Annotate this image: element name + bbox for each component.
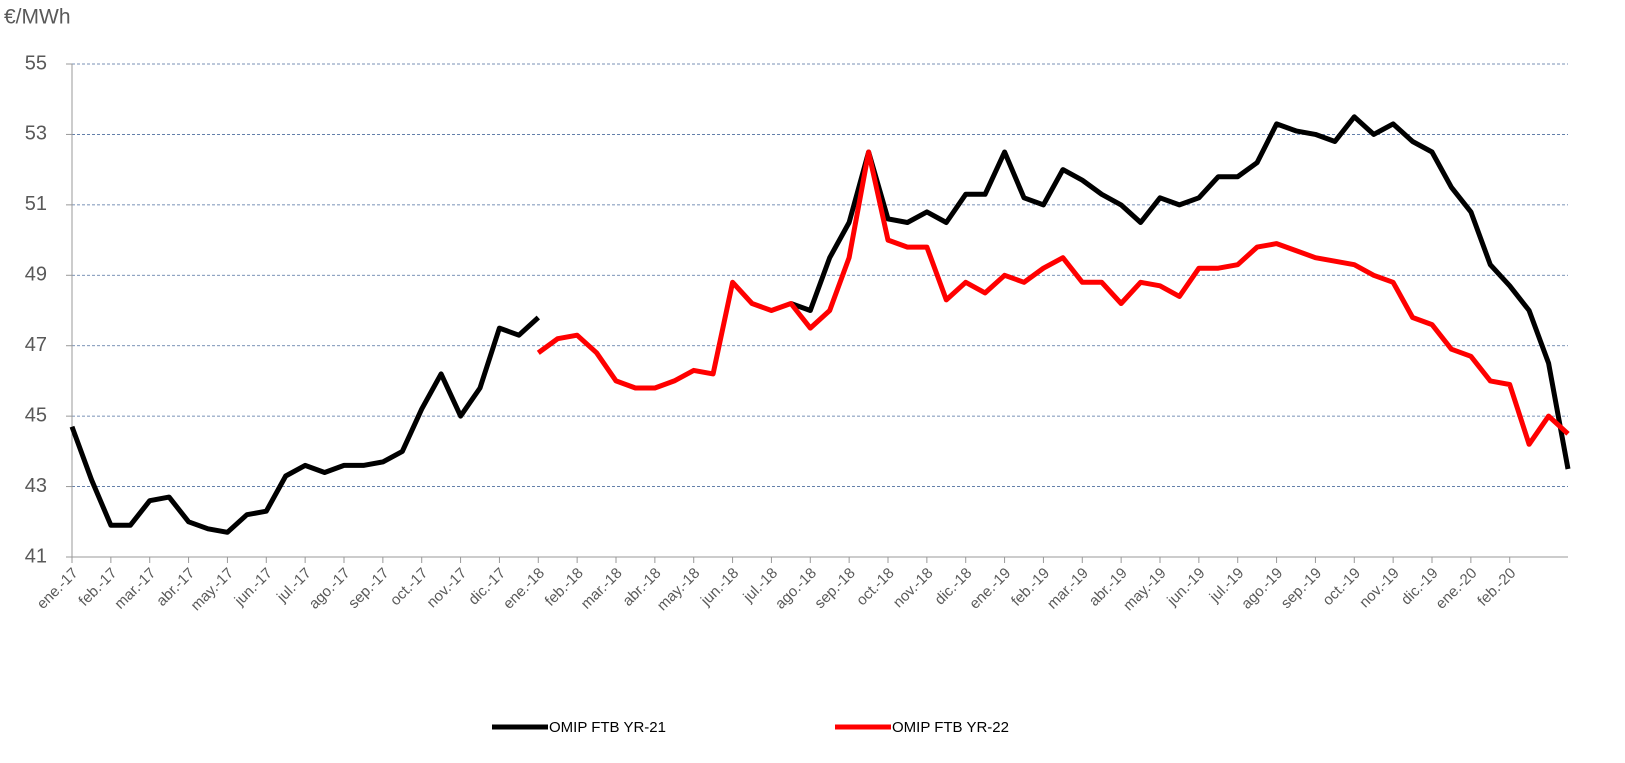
y-tick-label: 51 (25, 193, 47, 215)
x-tick-label: jun.-17 (231, 565, 276, 610)
x-tick-label: ene.-20 (1432, 565, 1480, 613)
series-line (536, 149, 1570, 447)
x-tick-label: sep.-18 (811, 565, 858, 612)
y-tick-label: 43 (25, 475, 47, 497)
y-tick-label: 45 (25, 404, 47, 426)
legend-label: OMIP FTB YR-22 (892, 719, 1009, 736)
x-tick-label: nov.-19 (1356, 565, 1403, 612)
x-tick-label: ago.-19 (1238, 565, 1286, 613)
x-tick-label: mar.-19 (1044, 565, 1092, 613)
x-tick-label: may.-18 (654, 565, 704, 615)
x-tick-label: oct.-18 (853, 565, 897, 609)
x-tick-label: ago.-18 (772, 565, 820, 613)
y-tick-label: 49 (25, 264, 47, 286)
series-line (69, 114, 1571, 535)
x-tick-label: ago.-17 (306, 565, 354, 613)
y-tick-label: 55 (25, 52, 47, 74)
x-tick-label: may.-19 (1120, 565, 1170, 615)
y-tick-label: 53 (25, 123, 47, 145)
x-tick-label: feb.-20 (1474, 565, 1519, 610)
x-tick-label: ene.-19 (966, 565, 1014, 613)
x-tick-label: sep.-17 (345, 565, 392, 612)
x-tick-label: oct.-19 (1319, 565, 1363, 609)
x-tick-label: jun.-18 (697, 565, 742, 610)
x-tick-label: sep.-19 (1278, 565, 1325, 612)
x-tick-label: oct.-17 (387, 565, 431, 609)
x-tick-label: nov.-18 (890, 565, 937, 612)
x-tick-label: jun.-19 (1163, 565, 1208, 610)
y-tick-label: 41 (25, 545, 47, 567)
x-tick-label: mar.-18 (578, 565, 626, 613)
y-tick-label: 47 (25, 334, 47, 356)
x-tick-label: may.-17 (188, 565, 238, 615)
x-tick-label: ene.-17 (34, 565, 82, 613)
legend-label: OMIP FTB YR-21 (549, 719, 666, 736)
x-tick-label: nov.-17 (424, 565, 471, 612)
y-axis-label: €/MWh (4, 6, 71, 29)
x-tick-label: ene.-18 (500, 565, 548, 613)
x-tick-label: mar.-17 (111, 565, 159, 613)
